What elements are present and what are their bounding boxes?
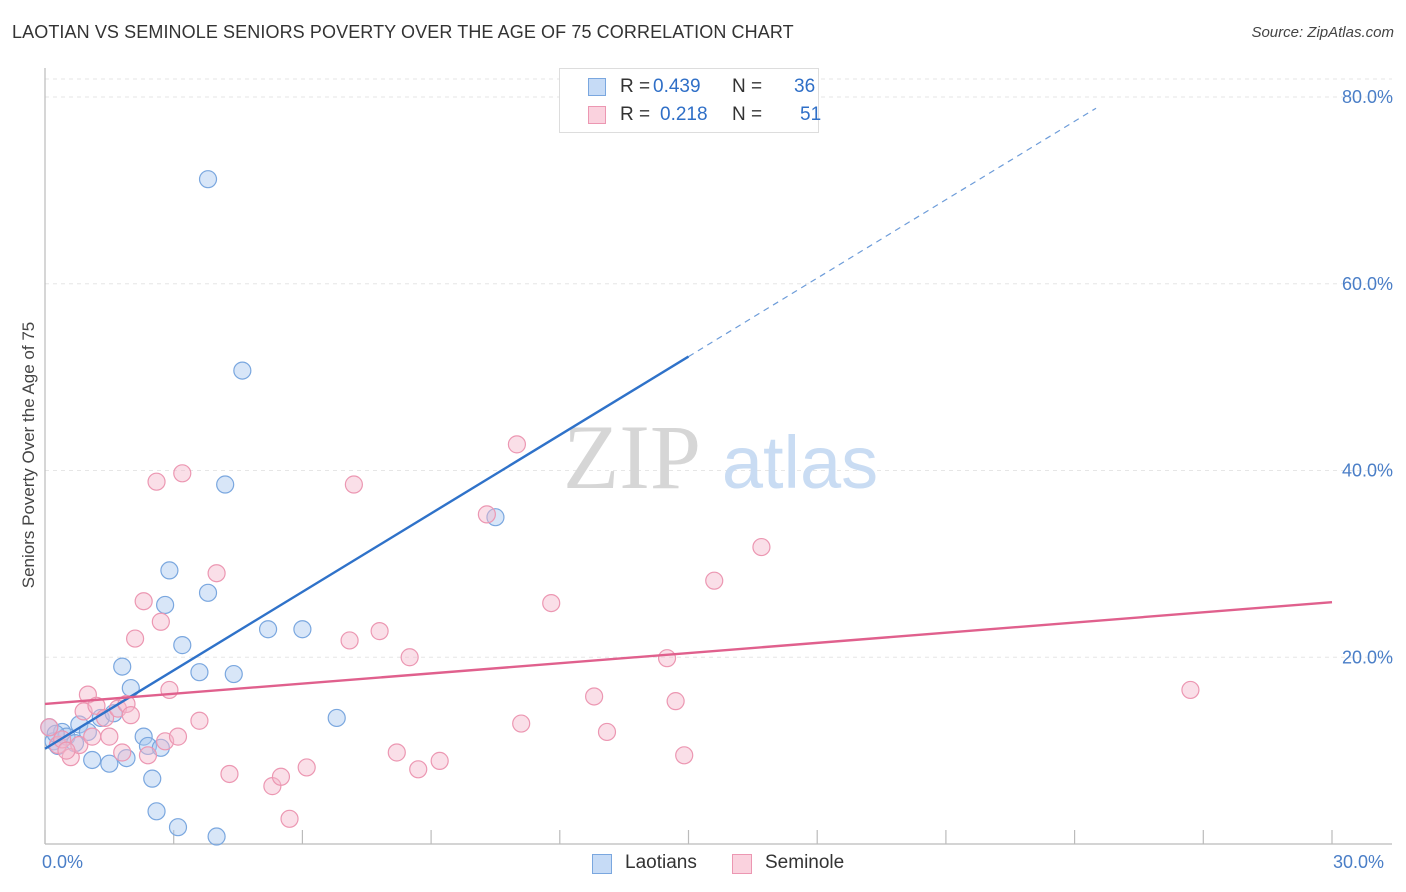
trend-line-laotians — [44, 355, 690, 750]
data-point-seminole — [113, 743, 132, 762]
data-point-laotians — [147, 802, 166, 821]
bottom-legend-label-seminole: Seminole — [765, 852, 845, 873]
data-point-laotians — [258, 620, 278, 639]
trend-line-seminole — [44, 600, 1333, 706]
data-point-seminole — [220, 764, 239, 784]
data-point-laotians — [156, 595, 175, 615]
source-label: Source: ZipAtlas.com — [1251, 24, 1394, 41]
y-tick-label: 20.0% — [1342, 647, 1393, 667]
y-tick-label: 80.0% — [1342, 87, 1393, 107]
data-point-seminole — [83, 727, 102, 746]
data-point-seminole — [160, 680, 179, 700]
data-point-seminole — [477, 505, 496, 524]
data-point-seminole — [542, 593, 561, 613]
legend-r-label: R = — [620, 104, 651, 125]
chart-title: LAOTIAN VS SEMINOLE SENIORS POVERTY OVER… — [12, 22, 794, 42]
legend-n-label: N = — [732, 104, 763, 125]
legend-n-value: 51 — [800, 104, 822, 125]
x-tick-min: 0.0% — [42, 852, 84, 872]
data-point-laotians — [327, 708, 346, 728]
x-tick-max: 30.0% — [1333, 852, 1385, 872]
data-point-seminole — [57, 741, 76, 760]
y-tick-labels: 20.0% 40.0% 60.0% 80.0% — [1342, 87, 1393, 667]
data-point-laotians — [160, 561, 179, 580]
data-point-seminole — [387, 743, 406, 762]
data-point-seminole — [100, 727, 119, 746]
data-point-seminole — [40, 718, 59, 737]
legend-r-label: R = — [620, 76, 651, 97]
data-point-seminole — [507, 435, 527, 454]
legend-r-value: 0.439 — [653, 76, 701, 97]
data-point-seminole — [271, 767, 291, 786]
data-point-seminole — [138, 746, 158, 765]
data-point-laotians — [143, 769, 162, 788]
data-points — [40, 170, 1200, 846]
data-point-laotians — [198, 583, 218, 602]
data-point-laotians — [190, 663, 209, 682]
data-point-seminole — [657, 649, 677, 668]
data-point-seminole — [705, 571, 724, 590]
axes — [44, 68, 1392, 845]
data-point-laotians — [168, 818, 188, 837]
bottom-legend-swatch-laotians — [592, 854, 612, 874]
data-point-seminole — [340, 631, 359, 650]
data-point-laotians — [233, 361, 252, 380]
data-point-laotians — [198, 170, 218, 189]
data-point-seminole — [409, 760, 428, 779]
legend-swatch-seminole — [588, 106, 606, 124]
data-point-seminole — [585, 687, 604, 706]
legend: R = 0.439 N = 36 R = 0.218 N = 51 — [559, 68, 822, 133]
bottom-legend-swatch-seminole — [732, 854, 752, 874]
data-point-seminole — [512, 714, 531, 733]
data-point-seminole — [370, 622, 389, 641]
data-point-seminole — [430, 751, 449, 770]
data-point-seminole — [147, 472, 166, 491]
data-point-seminole — [134, 592, 153, 611]
data-point-laotians — [100, 754, 119, 773]
data-point-seminole — [675, 746, 694, 765]
data-point-seminole — [151, 612, 170, 631]
data-point-laotians — [207, 827, 226, 846]
legend-n-value: 36 — [794, 76, 816, 97]
data-point-laotians — [173, 636, 192, 655]
data-point-seminole — [1181, 680, 1200, 700]
y-tick-label: 40.0% — [1342, 461, 1393, 481]
y-axis-label: Seniors Poverty Over the Age of 75 — [19, 321, 38, 589]
data-point-laotians — [134, 727, 153, 746]
data-point-seminole — [597, 722, 617, 742]
watermark-zip: ZIP — [563, 406, 701, 508]
data-point-seminole — [125, 629, 145, 648]
data-point-laotians — [216, 475, 235, 494]
data-point-seminole — [168, 727, 188, 746]
data-point-laotians — [224, 664, 243, 684]
data-point-laotians — [293, 620, 312, 639]
y-tick-label: 60.0% — [1342, 274, 1393, 294]
data-point-laotians — [83, 750, 102, 770]
data-point-seminole — [400, 648, 419, 667]
watermark-atlas: atlas — [722, 421, 878, 504]
data-point-seminole — [280, 809, 299, 828]
data-point-seminole — [666, 692, 685, 711]
data-point-seminole — [344, 475, 363, 494]
data-point-seminole — [297, 758, 316, 777]
legend-r-value: 0.218 — [660, 104, 708, 125]
legend-n-label: N = — [732, 76, 763, 97]
trend-lines — [44, 107, 1333, 750]
data-point-seminole — [190, 711, 209, 730]
data-point-seminole — [752, 537, 771, 557]
bottom-legend-label-laotians: Laotians — [625, 852, 697, 873]
trend-line-extension-laotians — [688, 107, 1097, 358]
data-point-laotians — [113, 657, 132, 676]
data-point-seminole — [207, 564, 226, 583]
data-point-seminole — [173, 464, 192, 483]
legend-swatch-laotians — [588, 78, 606, 96]
data-point-seminole — [121, 706, 140, 725]
